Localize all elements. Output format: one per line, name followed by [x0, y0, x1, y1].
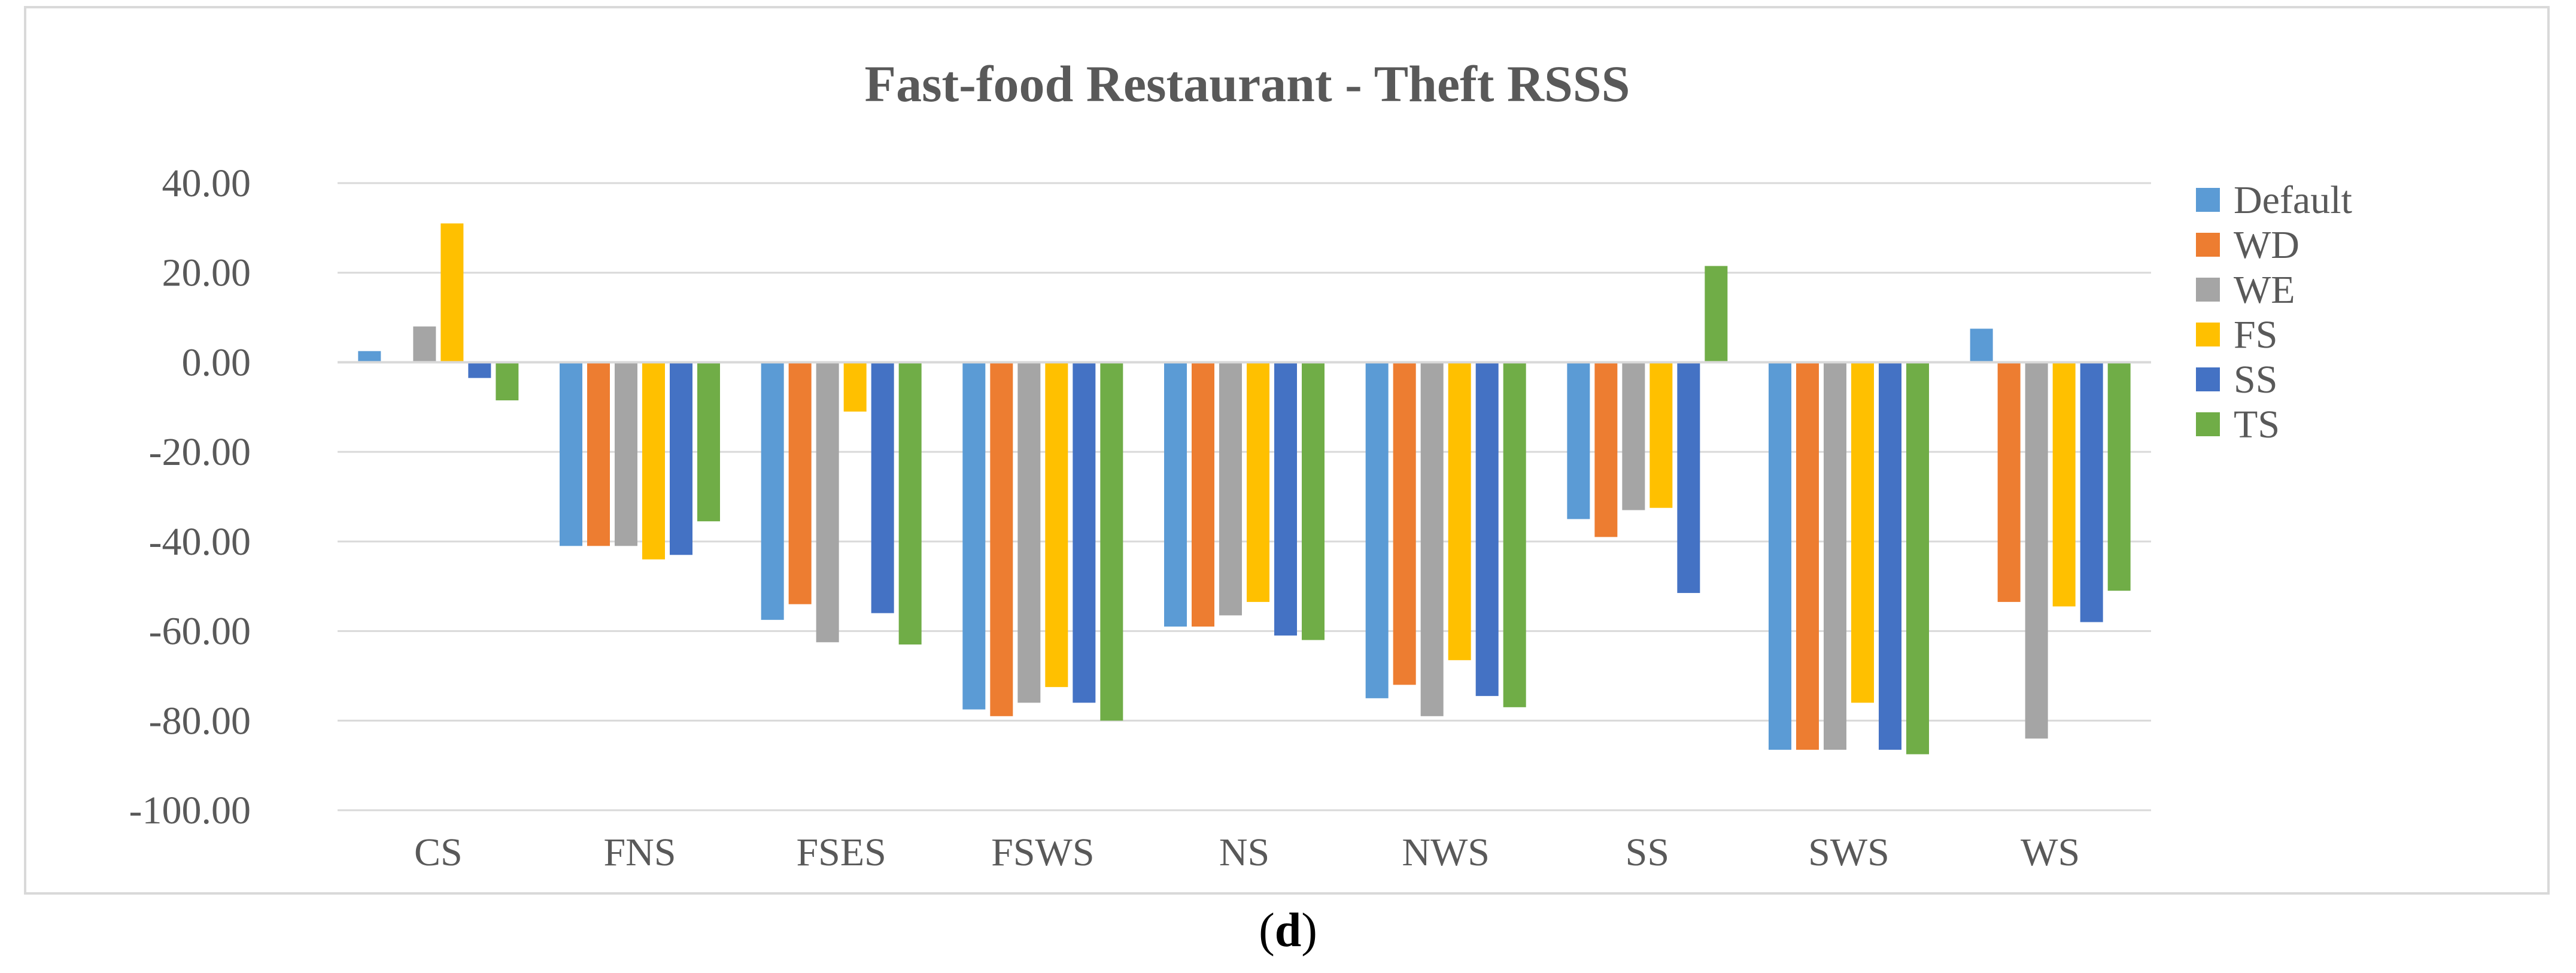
bar-fsws-default — [962, 362, 986, 710]
bar-ws-fs — [2052, 362, 2076, 607]
bar-fns-fs — [642, 362, 665, 560]
bar-ns-fs — [1247, 362, 1269, 602]
bar-fsws-ss — [1073, 362, 1096, 703]
legend-label: Default — [2234, 178, 2352, 222]
legend-label: WD — [2234, 223, 2299, 267]
bar-ss-wd — [1594, 362, 1618, 537]
bar-nws-ts — [1503, 362, 1526, 707]
bars — [358, 223, 2131, 755]
bar-sws-ts — [1906, 362, 1929, 755]
bar-ss-we — [1622, 362, 1645, 510]
x-category-label: SWS — [1808, 831, 1890, 874]
legend-label: FS — [2234, 313, 2277, 357]
bar-ws-ss — [2080, 362, 2103, 622]
legend-swatch-default — [2196, 188, 2220, 212]
bar-ns-default — [1164, 362, 1187, 627]
bar-fsws-we — [1017, 362, 1041, 703]
legend-swatch-ts — [2196, 412, 2220, 436]
y-axis-ticks: 40.00 20.00 0.00 -20.00 -40.00 -60.00 -80.00 -1… — [129, 162, 251, 832]
bar-ns-wd — [1192, 362, 1214, 627]
bar-fses-ss — [871, 362, 894, 613]
bar-fns-wd — [587, 362, 610, 546]
y-tick-label: -100.00 — [129, 789, 251, 832]
x-category-label: FNS — [603, 831, 676, 874]
y-tick-label: 20.00 — [162, 251, 251, 295]
x-category-label: CS — [414, 831, 463, 874]
bar-sws-ss — [1879, 362, 1901, 750]
y-tick-label: -20.00 — [149, 430, 251, 474]
bar-fses-default — [761, 362, 784, 620]
x-axis-categories: CS FNS FSES FSWS NS NWS SS SWS WS — [414, 831, 2080, 874]
caption-letter: d — [1274, 904, 1302, 957]
x-category-label: NS — [1219, 831, 1269, 874]
bar-cs-ts — [496, 362, 519, 401]
bar-cs-default — [358, 351, 381, 363]
y-tick-label: -80.00 — [149, 699, 251, 743]
legend-label: SS — [2234, 358, 2277, 402]
caption-open: ( — [1259, 904, 1275, 957]
bar-ns-ts — [1302, 362, 1325, 640]
x-category-label: FSES — [796, 831, 886, 874]
bar-sws-default — [1769, 362, 1791, 750]
legend-swatch-wd — [2196, 233, 2220, 257]
legend-label: TS — [2234, 403, 2280, 446]
x-category-label: NWS — [1402, 831, 1490, 874]
caption-close: ) — [1301, 904, 1317, 957]
bar-fses-fs — [843, 362, 867, 412]
bar-sws-we — [1824, 362, 1846, 750]
bar-fns-we — [615, 362, 637, 546]
bar-fsws-fs — [1045, 362, 1068, 688]
bar-ss-ts — [1705, 266, 1728, 363]
chart-frame: Fast-food Restaurant - Theft RSSS 40.00 2… — [24, 6, 2550, 895]
bar-ws-default — [1970, 329, 1993, 363]
bar-fsws-wd — [990, 362, 1013, 716]
legend-swatch-fs — [2196, 323, 2220, 346]
bar-ws-wd — [1997, 362, 2021, 602]
x-category-label: WS — [2021, 831, 2080, 874]
bar-nws-ss — [1475, 362, 1499, 697]
bar-ws-we — [2025, 362, 2048, 739]
bar-sws-wd — [1796, 362, 1819, 750]
bar-fns-default — [560, 362, 582, 546]
bar-ns-ss — [1274, 362, 1297, 636]
bar-fses-ts — [898, 362, 922, 645]
bar-nws-fs — [1448, 362, 1471, 661]
bar-ss-ss — [1677, 362, 1700, 593]
bar-fns-ts — [697, 362, 720, 522]
x-category-label: FSWS — [991, 831, 1094, 874]
bar-fsws-ts — [1100, 362, 1123, 721]
legend-swatch-ss — [2196, 367, 2220, 391]
legend-swatch-we — [2196, 278, 2220, 302]
x-category-label: SS — [1626, 831, 1669, 874]
bar-chart: Fast-food Restaurant - Theft RSSS 40.00 2… — [129, 55, 2352, 874]
legend-label: WE — [2234, 268, 2295, 312]
bar-fns-ss — [670, 362, 692, 555]
chart-title: Fast-food Restaurant - Theft RSSS — [865, 55, 1630, 112]
bar-ss-fs — [1650, 362, 1673, 508]
bar-nws-wd — [1393, 362, 1416, 685]
figure-caption: (d) — [0, 904, 2576, 958]
bar-cs-ss — [468, 362, 491, 378]
y-tick-label: 0.00 — [182, 340, 251, 384]
bar-ws-ts — [2107, 362, 2131, 591]
y-tick-label: -60.00 — [149, 610, 251, 653]
bar-nws-we — [1420, 362, 1444, 716]
y-tick-label: 40.00 — [162, 162, 251, 205]
bar-cs-we — [413, 326, 436, 363]
bar-fses-wd — [788, 362, 812, 604]
bar-nws-default — [1365, 362, 1389, 698]
bar-cs-fs — [441, 223, 464, 363]
bar-fses-we — [816, 362, 839, 643]
bar-ns-we — [1219, 362, 1242, 616]
bar-ss-default — [1567, 362, 1590, 519]
bar-sws-fs — [1851, 362, 1874, 703]
y-tick-label: -40.00 — [149, 520, 251, 564]
